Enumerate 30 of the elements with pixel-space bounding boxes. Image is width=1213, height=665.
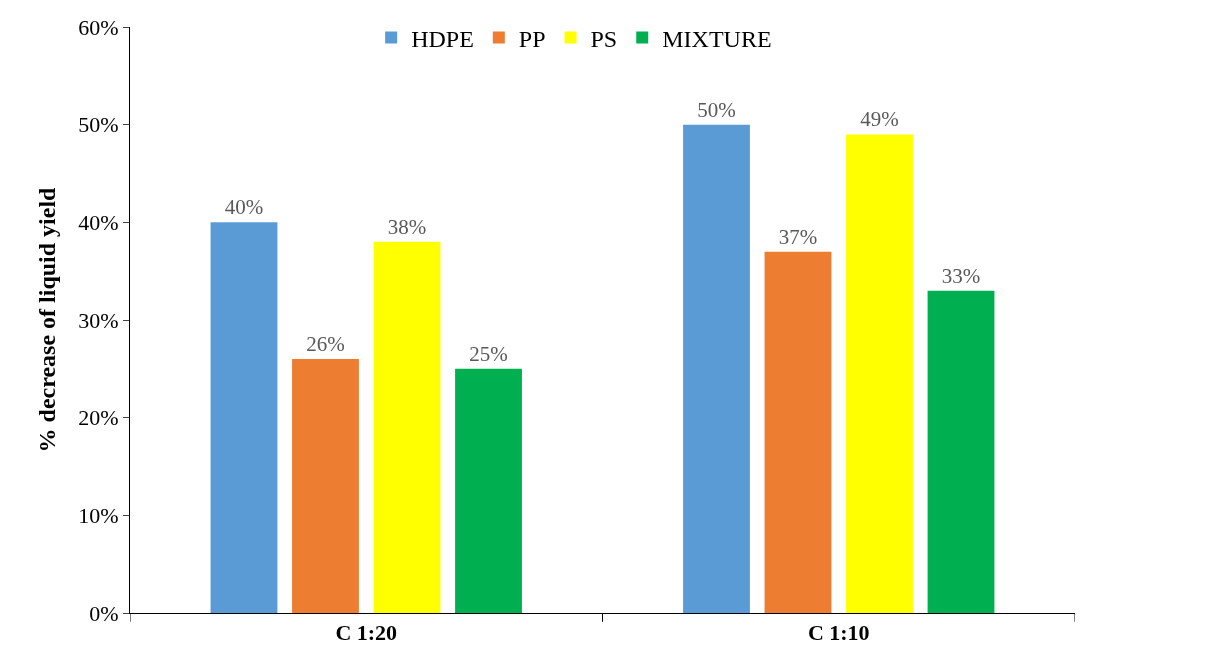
y-tick-label: 50% [78, 112, 119, 138]
y-tick-label: 40% [78, 210, 119, 236]
bar [292, 359, 359, 613]
y-tick-label: 10% [78, 503, 119, 529]
data-label: 37% [778, 224, 818, 249]
y-tick-label: 60% [78, 14, 119, 40]
x-tick-label: C 1:20 [335, 620, 398, 646]
legend-label: PS [590, 25, 618, 52]
data-label: 33% [941, 263, 981, 288]
y-tick-label: 20% [78, 405, 119, 431]
bar [210, 222, 278, 613]
bar [455, 368, 522, 613]
bar [373, 241, 441, 613]
x-tick-label: C 1:10 [807, 620, 870, 646]
data-label: 49% [860, 107, 899, 132]
bar [846, 134, 913, 613]
y-axis-title: % decrease of liquid yield [34, 186, 61, 453]
data-label: 38% [387, 214, 427, 239]
data-label: 26% [306, 332, 345, 357]
legend-label: HDPE [411, 25, 474, 52]
data-label: 40% [224, 195, 264, 220]
bar [927, 290, 995, 613]
bar [683, 124, 750, 613]
data-label: 50% [697, 97, 736, 122]
bar [764, 251, 832, 613]
y-tick-label: 0% [89, 600, 119, 626]
legend-label: PP [518, 25, 546, 52]
data-label: 25% [469, 341, 508, 366]
y-tick-label: 30% [78, 307, 119, 333]
legend-label: MIXTURE [662, 25, 772, 52]
